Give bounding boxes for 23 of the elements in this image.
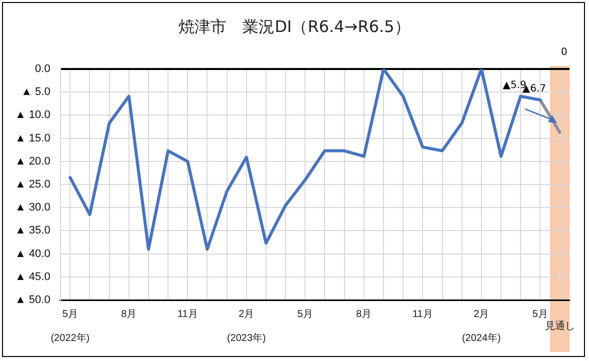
category-label: 5月 (2022年) [50,308,90,344]
category-label: 2月 (2023年) [226,308,266,344]
x-tick-label: 5月 [532,308,548,320]
category-label: 2月 (2024年) [462,308,501,344]
y-tick-label: ▲ 10.0 [14,109,50,122]
chart-title: 焼津市 業況DI（R6.4→R6.5） [178,17,412,38]
x-tick-label: 8月 [356,308,372,320]
y-tick-label: ▲ 25.0 [14,178,50,191]
x-tick-label: 11月 [412,308,433,320]
x-tick-label: 見通し [544,320,575,332]
y-tick-label: ▲ 40.0 [14,248,50,260]
x-tick-label: 5月 [297,308,313,320]
y-tick-label: ▲ 45.0 [14,270,50,283]
y-tick-label: ▲ 20.0 [14,155,50,168]
text: 0 [561,47,568,58]
y-tick-label: ▲ 50.0 [14,294,50,306]
y-tick-label: ▲ 5.0 [21,86,50,98]
y-tick-label: 0.0 [35,63,50,76]
y-tick-label: ▲ 35.0 [14,224,50,237]
x-tick-label: 8月 [121,308,137,320]
x-tick-label: 11月 [177,308,198,320]
y-tick-label: ▲ 30.0 [14,202,50,214]
y-tick-label: ▲ 15.0 [14,132,50,144]
